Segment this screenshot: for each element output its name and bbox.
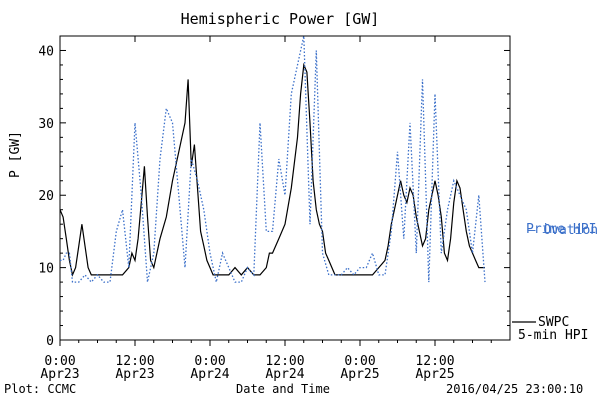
legend-ovation-line1: — Ovation bbox=[512, 208, 598, 238]
x-tick-label-date: Apr24 bbox=[265, 367, 304, 382]
x-tick-label-date: Apr25 bbox=[415, 367, 454, 382]
y-tick-label: 20 bbox=[38, 189, 54, 204]
x-tick-label-time: 12:00 bbox=[115, 354, 154, 369]
x-tick-label-date: Apr24 bbox=[190, 367, 229, 382]
x-tick-label-time: 0:00 bbox=[194, 354, 225, 369]
series-line-swpc bbox=[59, 62, 485, 277]
x-tick-label-time: 12:00 bbox=[415, 354, 454, 369]
legend-ovation-dash: — bbox=[527, 223, 544, 238]
series-line-ovation bbox=[60, 35, 486, 284]
x-tick-label-date: Apr23 bbox=[40, 367, 79, 382]
plot-frame bbox=[59, 35, 511, 341]
x-tick-label-date: Apr23 bbox=[115, 367, 154, 382]
plot-source-label: Plot: CCMC bbox=[4, 382, 77, 396]
legend-ovation-text-1: Ovation bbox=[543, 223, 599, 238]
y-tick-label: 40 bbox=[38, 44, 54, 59]
y-tick-label: 30 bbox=[38, 117, 54, 132]
legend-swpc-line1: SWPC bbox=[538, 315, 570, 330]
legend-swpc-line2: 5-min HPI bbox=[518, 328, 589, 343]
chart-title: Hemispheric Power [GW] bbox=[180, 10, 380, 28]
y-tick-label: 10 bbox=[38, 262, 54, 277]
x-tick-label-time: 0:00 bbox=[344, 354, 375, 369]
x-tick-label-date: Apr25 bbox=[340, 367, 379, 382]
x-tick-label-time: 0:00 bbox=[44, 354, 75, 369]
x-tick-label-time: 12:00 bbox=[265, 354, 304, 369]
plot-timestamp: 2016/04/25 23:00:10 bbox=[446, 382, 584, 396]
y-tick-label: 0 bbox=[46, 334, 54, 349]
legend-ovation-line2: Prime HPI bbox=[526, 222, 597, 237]
x-axis-label: Date and Time bbox=[236, 382, 330, 396]
